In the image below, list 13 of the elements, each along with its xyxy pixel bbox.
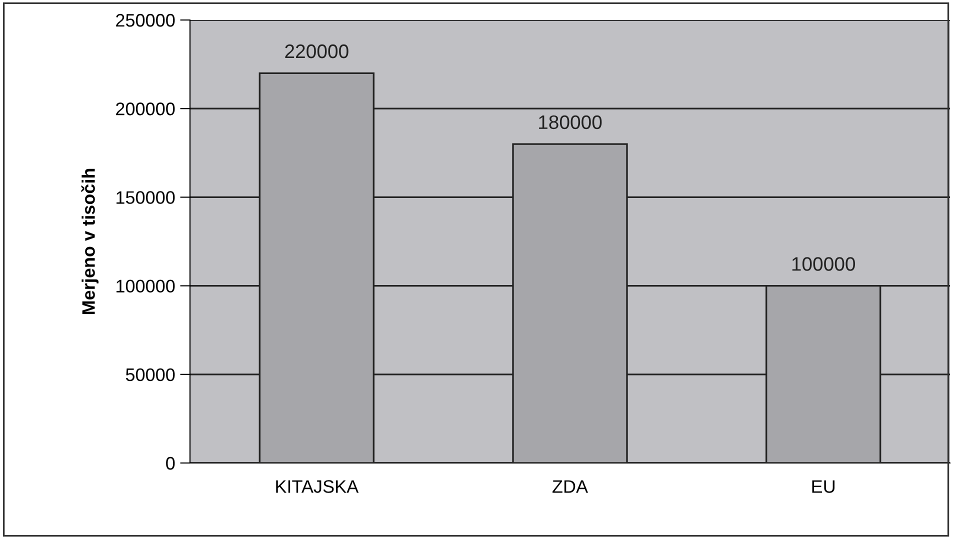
y-tick-label: 150000 xyxy=(116,191,175,204)
y-tick-label: 0 xyxy=(166,456,175,470)
y-tick-label: 100000 xyxy=(116,280,175,293)
y-tick-label: 250000 xyxy=(116,14,175,27)
data-label: 100000 xyxy=(792,257,856,271)
x-tick-label: EU xyxy=(812,480,834,493)
x-tick-label: KITAJSKA xyxy=(276,480,359,493)
y-axis-title: Merjeno v tisočih xyxy=(81,168,99,314)
data-label: 180000 xyxy=(539,115,602,130)
data-label: 220000 xyxy=(285,44,348,58)
y-tick-label: 200000 xyxy=(116,102,175,116)
y-tick-label: 50000 xyxy=(126,368,175,382)
x-tick-label: ZDA xyxy=(552,480,588,493)
